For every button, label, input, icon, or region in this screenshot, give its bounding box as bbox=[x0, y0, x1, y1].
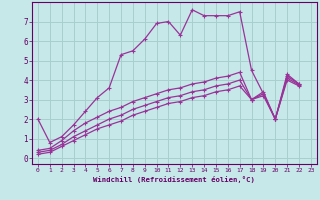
X-axis label: Windchill (Refroidissement éolien,°C): Windchill (Refroidissement éolien,°C) bbox=[93, 176, 255, 183]
